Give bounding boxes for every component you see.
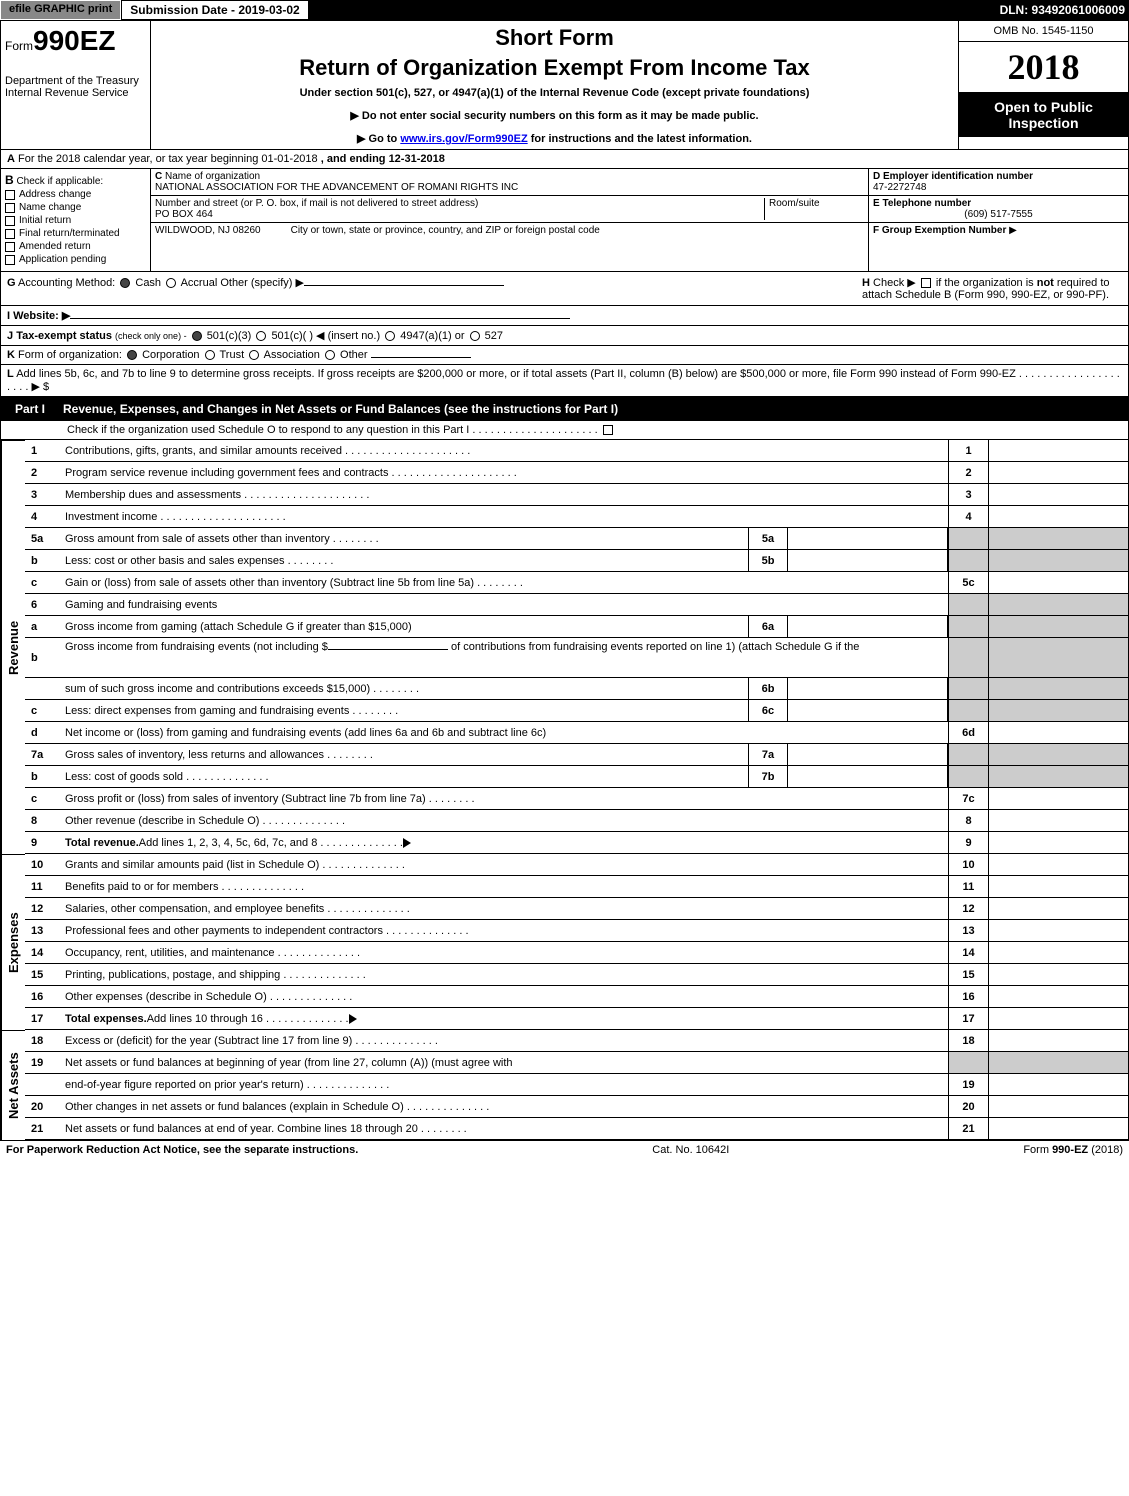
org-name: NATIONAL ASSOCIATION FOR THE ADVANCEMENT…: [155, 182, 518, 193]
radio-501c[interactable]: [256, 331, 266, 341]
short-form-title: Short Form: [155, 25, 954, 51]
row-i: I Website: ▶: [0, 306, 1129, 326]
arrow-icon: [349, 1014, 357, 1024]
cat-no: Cat. No. 10642I: [652, 1144, 729, 1156]
group-exemption-row: F Group Exemption Number ▶: [869, 223, 1128, 271]
expenses-label: Expenses: [1, 854, 25, 1030]
check-app-pending[interactable]: Application pending: [5, 254, 146, 265]
form-header: Form990EZ Department of the Treasury Int…: [0, 20, 1129, 150]
footer: For Paperwork Reduction Act Notice, see …: [0, 1140, 1129, 1159]
instruction-2: ▶ Go to www.irs.gov/Form990EZ for instru…: [155, 132, 954, 145]
return-title: Return of Organization Exempt From Incom…: [155, 55, 954, 81]
address-row: Number and street (or P. O. box, if mail…: [151, 196, 868, 223]
phone-row: E Telephone number (609) 517-7555: [869, 196, 1128, 223]
form-footer: Form 990-EZ (2018): [1023, 1144, 1123, 1156]
omb-number: OMB No. 1545-1150: [959, 21, 1128, 42]
part-1-header: Part I Revenue, Expenses, and Changes in…: [0, 397, 1129, 421]
row-j: J Tax-exempt status (check only one) - 5…: [0, 326, 1129, 346]
dept-treasury: Department of the Treasury: [5, 75, 146, 87]
phone: (609) 517-7555: [873, 209, 1124, 220]
revenue-label: Revenue: [1, 440, 25, 854]
part1-table: Revenue 1Contributions, gifts, grants, a…: [0, 440, 1129, 1140]
radio-corp[interactable]: [127, 350, 137, 360]
arrow-icon: [403, 838, 411, 848]
topbar: efile GRAPHIC print Submission Date - 20…: [0, 0, 1129, 20]
city-row: WILDWOOD, NJ 08260 City or town, state o…: [151, 223, 868, 238]
netassets-label: Net Assets: [1, 1030, 25, 1140]
check-amended[interactable]: Amended return: [5, 241, 146, 252]
address: PO BOX 464: [155, 209, 213, 220]
city: WILDWOOD, NJ 08260: [155, 225, 261, 236]
radio-accrual[interactable]: [166, 278, 176, 288]
check-name-change[interactable]: Name change: [5, 202, 146, 213]
row-a: A For the 2018 calendar year, or tax yea…: [0, 150, 1129, 169]
check-final-return[interactable]: Final return/terminated: [5, 228, 146, 239]
box-b: B Check if applicable: Address change Na…: [0, 169, 1129, 272]
irs-link[interactable]: www.irs.gov/Form990EZ: [400, 133, 527, 145]
room-suite: Room/suite: [764, 198, 864, 220]
form-prefix: Form: [5, 39, 33, 53]
radio-other[interactable]: [325, 350, 335, 360]
form-number: 990EZ: [33, 25, 116, 56]
check-schedule-o[interactable]: [603, 425, 613, 435]
radio-cash[interactable]: [120, 278, 130, 288]
row-g-h: G Accounting Method: Cash Accrual Other …: [0, 272, 1129, 306]
instruction-1: ▶ Do not enter social security numbers o…: [155, 109, 954, 122]
subtitle: Under section 501(c), 527, or 4947(a)(1)…: [155, 87, 954, 99]
dln: DLN: 93492061006009: [1000, 3, 1129, 17]
check-initial-return[interactable]: Initial return: [5, 215, 146, 226]
radio-527[interactable]: [470, 331, 480, 341]
org-name-row: C Name of organization NATIONAL ASSOCIAT…: [151, 169, 868, 196]
submission-date: Submission Date - 2019-03-02: [121, 0, 308, 20]
efile-print-button[interactable]: efile GRAPHIC print: [0, 0, 121, 20]
open-public-badge: Open to Public Inspection: [959, 93, 1128, 137]
radio-assoc[interactable]: [249, 350, 259, 360]
row-k: K Form of organization: Corporation Trus…: [0, 346, 1129, 365]
paperwork-notice: For Paperwork Reduction Act Notice, see …: [6, 1144, 358, 1156]
check-address-change[interactable]: Address change: [5, 189, 146, 200]
part1-check: Check if the organization used Schedule …: [0, 421, 1129, 440]
radio-501c3[interactable]: [192, 331, 202, 341]
radio-trust[interactable]: [205, 350, 215, 360]
ein-row: D Employer identification number 47-2272…: [869, 169, 1128, 196]
row-l: L Add lines 5b, 6c, and 7b to line 9 to …: [0, 365, 1129, 397]
radio-4947[interactable]: [385, 331, 395, 341]
check-h[interactable]: [921, 278, 931, 288]
irs-label: Internal Revenue Service: [5, 87, 146, 99]
ein: 47-2272748: [873, 182, 926, 193]
tax-year: 2018: [959, 42, 1128, 93]
